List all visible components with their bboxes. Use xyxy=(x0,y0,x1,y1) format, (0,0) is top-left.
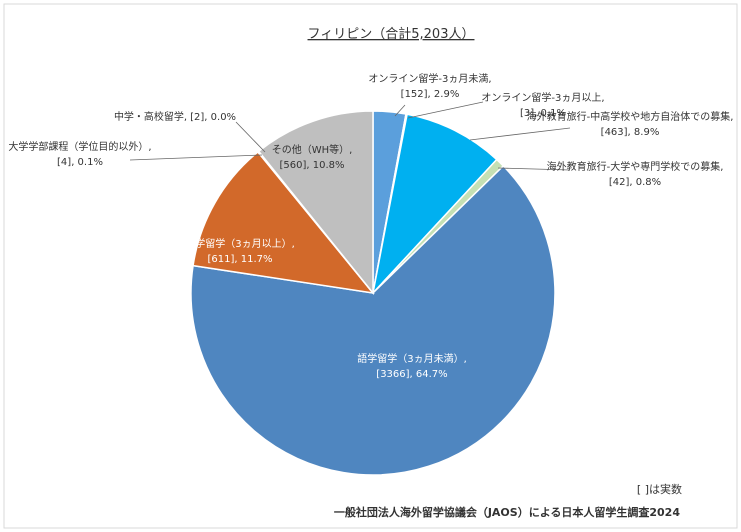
category-name: 海外教育旅行-大学や専門学校での募集, xyxy=(547,160,724,173)
source: 一般社団法人海外留学協議会（JAOS）による日本人留学生調査2024 xyxy=(334,505,681,519)
category-name: 語学留学（3ヵ月以上）, xyxy=(185,237,295,250)
value-label: [2], 0.0% xyxy=(190,112,236,123)
category-name: 中学・高校留学, xyxy=(114,110,187,123)
pie-slice xyxy=(371,113,498,296)
data-label: 語学留学（3ヵ月未満）, [3366], 64.7% xyxy=(357,352,467,380)
value-label: [152], 2.9% xyxy=(401,89,460,100)
value-label: [611], 11.7% xyxy=(207,254,272,265)
data-label: 海外教育旅行-中高学校や地方自治体での募集, [463], 8.9% xyxy=(527,110,734,138)
leader-line xyxy=(129,154,263,161)
category-name: オンライン留学-3ヵ月未満, xyxy=(368,72,491,85)
pie-slice xyxy=(257,110,374,296)
value-label: [3], 0.1% xyxy=(520,108,566,119)
data-label: その他（WH等）, [560], 10.8% xyxy=(272,143,353,171)
category-name: 大学学部課程（学位目的以外）, xyxy=(8,140,151,153)
leader-line xyxy=(407,101,484,119)
category-name: オンライン留学-3ヵ月以上, xyxy=(481,91,604,104)
pie-slice xyxy=(192,150,375,295)
leader-line xyxy=(497,167,571,171)
value-label: [42], 0.8% xyxy=(609,177,661,188)
value-label: [463], 8.9% xyxy=(601,127,660,138)
data-label: 海外教育旅行-大学や専門学校での募集, [42], 0.8% xyxy=(547,160,724,188)
data-label: 大学学部課程（学位目的以外）, [4], 0.1% xyxy=(8,140,151,168)
category-name: 海外教育旅行-中高学校や地方自治体での募集, xyxy=(527,110,734,123)
leader-line xyxy=(469,127,571,141)
pie-slice xyxy=(190,164,556,476)
leader-line xyxy=(394,104,406,117)
chart-title: フィリピン（合計5,203人） xyxy=(308,26,475,42)
category-name: 語学留学（3ヵ月未満）, xyxy=(357,352,467,365)
data-label: 語学留学（3ヵ月以上）, [611], 11.7% xyxy=(185,237,295,265)
note: [ ]は実数 xyxy=(637,482,682,496)
value-label: [3366], 64.7% xyxy=(376,369,447,380)
category-name: その他（WH等）, xyxy=(272,143,353,156)
value-label: [4], 0.1% xyxy=(57,157,103,168)
leader-line xyxy=(235,121,266,153)
value-label: [560], 10.8% xyxy=(279,160,344,171)
data-label: 中学・高校留学, [2], 0.0% xyxy=(114,110,236,123)
data-label: オンライン留学-3ヵ月未満, [152], 2.9% xyxy=(368,72,491,100)
data-label: オンライン留学-3ヵ月以上, [3], 0.1% xyxy=(481,91,604,119)
